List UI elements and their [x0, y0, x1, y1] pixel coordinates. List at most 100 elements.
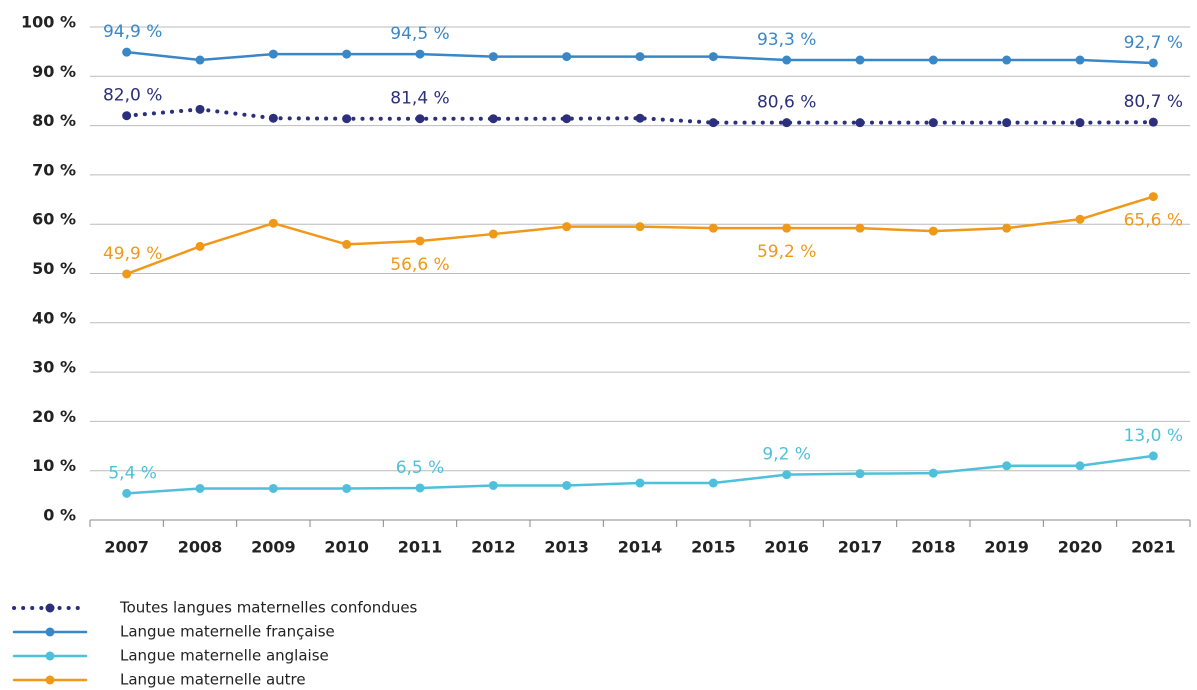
data-point	[1148, 58, 1158, 68]
data-label: 56,6 %	[390, 255, 449, 275]
y-tick-label: 10 %	[32, 456, 76, 475]
data-point	[195, 483, 205, 493]
data-label: 80,7 %	[1124, 92, 1183, 112]
data-point	[415, 114, 425, 124]
series-line	[124, 107, 1156, 125]
data-label: 93,3 %	[757, 30, 816, 50]
data-point	[268, 483, 278, 493]
data-point	[268, 218, 278, 228]
data-point	[928, 55, 938, 65]
x-tick-label: 2010	[324, 538, 369, 557]
data-point	[122, 47, 132, 57]
data-point	[708, 118, 718, 128]
data-point	[782, 223, 792, 233]
x-tick-label: 2007	[104, 538, 149, 557]
data-point	[1075, 55, 1085, 65]
data-point	[488, 52, 498, 62]
legend-label: Langue maternelle autre	[120, 671, 306, 689]
data-point	[708, 478, 718, 488]
data-point	[342, 239, 352, 249]
data-point	[415, 49, 425, 59]
legend-marker	[45, 675, 55, 685]
data-point	[562, 480, 572, 490]
data-label: 94,5 %	[390, 24, 449, 44]
x-tick-label: 2021	[1131, 538, 1176, 557]
data-point	[1002, 223, 1012, 233]
x-tick-label: 2019	[984, 538, 1029, 557]
data-point	[342, 483, 352, 493]
x-tick-label: 2012	[471, 538, 516, 557]
data-label: 9,2 %	[762, 445, 811, 465]
data-point	[195, 104, 205, 114]
data-point	[1002, 118, 1012, 128]
legend-label: Toutes langues maternelles confondues	[119, 599, 418, 617]
legend-label: Langue maternelle anglaise	[120, 647, 329, 665]
data-point	[635, 222, 645, 232]
data-label: 59,2 %	[757, 242, 816, 262]
data-point	[122, 488, 132, 498]
data-point	[1148, 192, 1158, 202]
legend-marker	[45, 651, 55, 661]
data-point	[1075, 214, 1085, 224]
data-point	[782, 118, 792, 128]
data-label: 49,9 %	[103, 244, 162, 264]
data-label: 13,0 %	[1124, 426, 1183, 446]
legend-label: Langue maternelle française	[120, 623, 335, 641]
data-label: 82,0 %	[103, 86, 162, 106]
data-point	[195, 55, 205, 65]
data-point	[635, 478, 645, 488]
data-point	[855, 223, 865, 233]
x-tick-label: 2017	[838, 538, 883, 557]
data-point	[782, 470, 792, 480]
data-point	[928, 118, 938, 128]
data-label: 80,6 %	[757, 93, 816, 113]
data-point	[1075, 461, 1085, 471]
data-point	[1002, 55, 1012, 65]
data-label: 6,5 %	[396, 458, 445, 478]
x-tick-label: 2013	[544, 538, 589, 557]
x-tick-label: 2018	[911, 538, 956, 557]
data-point	[855, 55, 865, 65]
data-point	[708, 52, 718, 62]
y-tick-label: 30 %	[32, 358, 76, 377]
x-tick-label: 2016	[764, 538, 809, 557]
x-tick-label: 2014	[618, 538, 663, 557]
data-label: 65,6 %	[1124, 211, 1183, 231]
data-point	[1002, 461, 1012, 471]
y-tick-label: 0 %	[43, 506, 76, 525]
data-point	[855, 118, 865, 128]
data-point	[782, 55, 792, 65]
data-point	[268, 49, 278, 59]
data-point	[488, 114, 498, 124]
data-point	[635, 52, 645, 62]
data-point	[342, 49, 352, 59]
data-point	[1075, 118, 1085, 128]
y-tick-label: 50 %	[32, 259, 76, 278]
y-tick-label: 40 %	[32, 308, 76, 327]
data-point	[855, 469, 865, 479]
x-tick-label: 2015	[691, 538, 736, 557]
data-point	[635, 113, 645, 123]
legend-marker	[45, 627, 55, 637]
data-label: 5,4 %	[108, 463, 157, 483]
data-point	[562, 52, 572, 62]
legend-marker	[45, 603, 55, 613]
data-point	[1148, 117, 1158, 127]
x-tick-label: 2008	[178, 538, 223, 557]
data-point	[708, 223, 718, 233]
data-point	[1148, 451, 1158, 461]
y-tick-label: 20 %	[32, 407, 76, 426]
y-tick-label: 80 %	[32, 111, 76, 130]
data-point	[195, 241, 205, 251]
x-tick-label: 2011	[398, 538, 443, 557]
y-tick-label: 70 %	[32, 160, 76, 179]
data-point	[415, 483, 425, 493]
x-tick-label: 2009	[251, 538, 296, 557]
data-point	[122, 269, 132, 279]
data-point	[268, 113, 278, 123]
y-tick-label: 100 %	[21, 13, 76, 32]
data-point	[928, 468, 938, 478]
y-tick-label: 90 %	[32, 62, 76, 81]
data-label: 81,4 %	[390, 89, 449, 109]
